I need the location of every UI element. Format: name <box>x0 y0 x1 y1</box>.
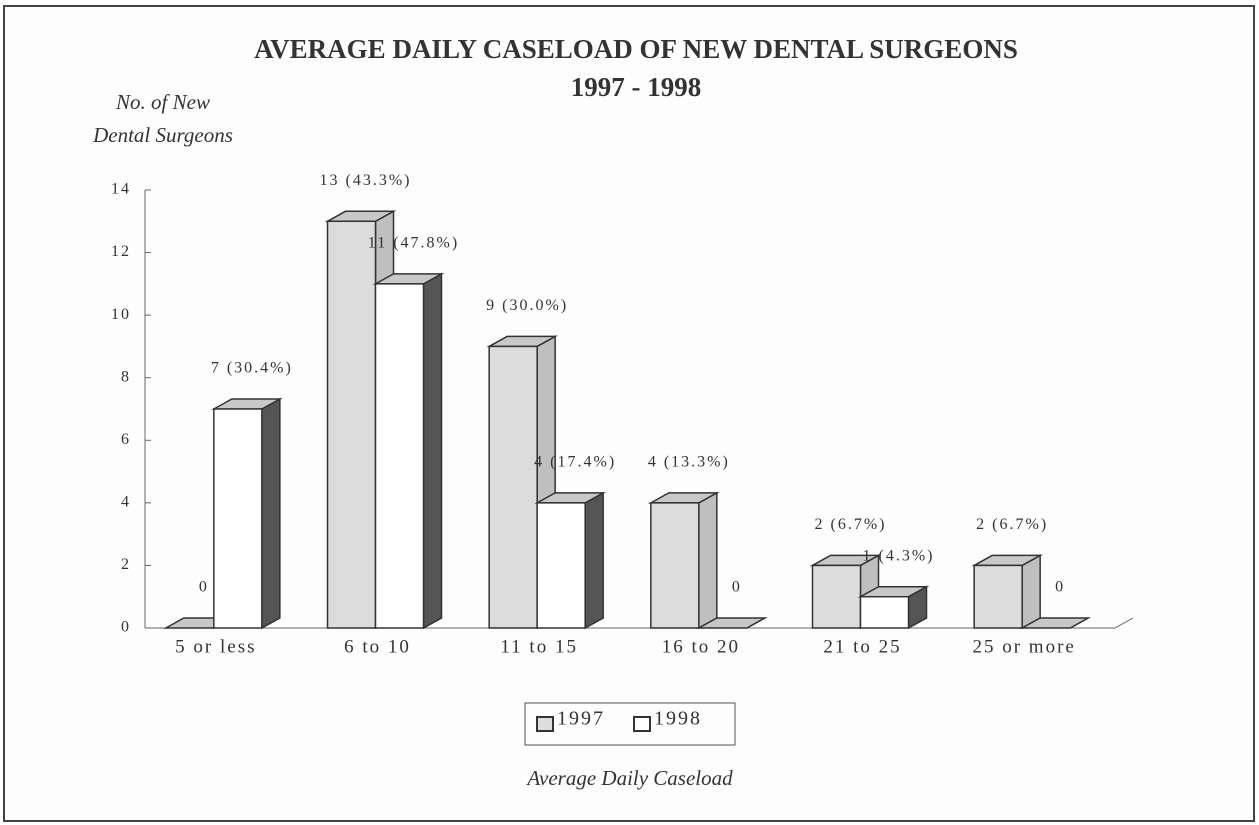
legend-label: 1998 <box>654 708 702 730</box>
bar-side <box>698 491 718 630</box>
x-tick-label: 5 or less <box>175 636 256 657</box>
x-tick-label: 11 to 15 <box>500 636 578 657</box>
bar <box>650 502 700 629</box>
bar <box>859 595 910 629</box>
x-tick-label: 6 to 10 <box>344 636 411 657</box>
data-label: 4 (17.4%) <box>534 454 616 471</box>
legend-label: 1997 <box>557 708 605 730</box>
frame <box>3 5 1255 822</box>
bar-top <box>1019 617 1092 629</box>
x-axis-label: Average Daily Caseload <box>525 766 733 790</box>
chart-title: AVERAGE DAILY CASELOAD OF NEW DENTAL SUR… <box>254 34 1018 64</box>
data-label: 13 (43.3%) <box>320 172 412 189</box>
bar <box>536 502 586 629</box>
legend-swatch <box>633 716 651 732</box>
data-label: 11 (47.8%) <box>368 235 459 252</box>
data-label: 9 (30.0%) <box>486 297 568 314</box>
x-tick-label: 21 to 25 <box>823 636 901 657</box>
y-tick-label: 4 <box>121 494 131 511</box>
y-tick-label: 0 <box>121 619 131 636</box>
bar-side <box>1021 554 1041 630</box>
y-tick-label: 10 <box>111 306 131 323</box>
legend-box <box>524 702 736 746</box>
x-tick-label: 16 to 20 <box>662 636 740 657</box>
data-label: 2 (6.7%) <box>976 516 1048 533</box>
bar-top <box>695 617 768 629</box>
y-tick-label: 8 <box>121 368 131 385</box>
bar <box>811 564 862 629</box>
chart-subtitle: 1997 - 1998 <box>571 72 702 102</box>
x-tick-label: 25 or more <box>972 636 1075 657</box>
y-tick-label: 12 <box>111 243 131 260</box>
data-label: 0 <box>199 579 209 596</box>
data-label: 4 (13.3%) <box>648 454 730 471</box>
y-tick-label: 14 <box>111 181 131 198</box>
bar-side <box>261 397 281 630</box>
y-tick-label: 2 <box>121 556 131 573</box>
y-tick-label: 6 <box>121 431 131 448</box>
bar <box>213 408 263 629</box>
data-label: 0 <box>732 579 742 596</box>
bar <box>374 283 425 629</box>
bar-side <box>422 272 443 630</box>
bar-side <box>584 491 604 630</box>
data-label: 2 (6.7%) <box>815 516 887 533</box>
bar <box>973 564 1023 629</box>
y-axis-label: No. of New <box>115 90 210 114</box>
data-label: 0 <box>1055 579 1065 596</box>
x-axis <box>145 617 1134 629</box>
data-label: 7 (30.4%) <box>211 360 293 377</box>
bar <box>488 345 538 629</box>
bar <box>326 220 377 629</box>
legend-swatch <box>536 716 554 732</box>
data-label: 1 (4.3%) <box>863 547 935 564</box>
y-axis-label: Dental Surgeons <box>92 123 233 147</box>
